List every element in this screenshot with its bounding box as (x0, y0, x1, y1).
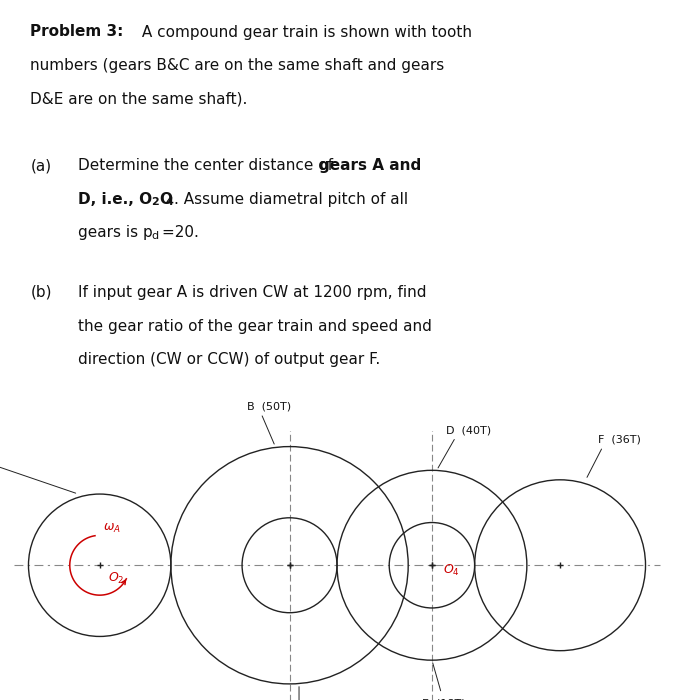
Text: Determine the center distance of: Determine the center distance of (78, 158, 338, 173)
Text: D, i.e., O: D, i.e., O (78, 192, 152, 206)
Text: $O_2$: $O_2$ (109, 571, 125, 586)
Text: 4: 4 (166, 197, 174, 207)
Text: F  (36T): F (36T) (598, 435, 641, 444)
Text: If input gear A is driven CW at 1200 rpm, find: If input gear A is driven CW at 1200 rpm… (78, 285, 426, 300)
Text: D  (40T): D (40T) (446, 425, 491, 435)
Text: B  (50T): B (50T) (247, 402, 291, 412)
Text: gears is p: gears is p (78, 225, 152, 240)
Text: =20.: =20. (159, 225, 199, 240)
Text: the gear ratio of the gear train and speed and: the gear ratio of the gear train and spe… (78, 318, 431, 333)
Text: gears A and: gears A and (319, 158, 421, 173)
Text: $O_4$: $O_4$ (443, 563, 460, 578)
Text: O: O (159, 192, 172, 206)
Text: d: d (152, 231, 159, 241)
Text: . Assume diametral pitch of all: . Assume diametral pitch of all (174, 192, 408, 206)
Text: 2: 2 (151, 197, 158, 207)
Text: (a): (a) (30, 158, 51, 173)
Text: direction (CW or CCW) of output gear F.: direction (CW or CCW) of output gear F. (78, 352, 379, 367)
Text: (b): (b) (30, 285, 52, 300)
Text: Problem 3:: Problem 3: (30, 25, 124, 39)
Text: $\omega_A$: $\omega_A$ (103, 522, 121, 535)
Text: D&E are on the same shaft).: D&E are on the same shaft). (30, 92, 248, 106)
Text: numbers (gears B&C are on the same shaft and gears: numbers (gears B&C are on the same shaft… (30, 58, 445, 73)
Text: A compound gear train is shown with tooth: A compound gear train is shown with toot… (137, 25, 472, 39)
Text: E  (18T): E (18T) (423, 698, 466, 700)
